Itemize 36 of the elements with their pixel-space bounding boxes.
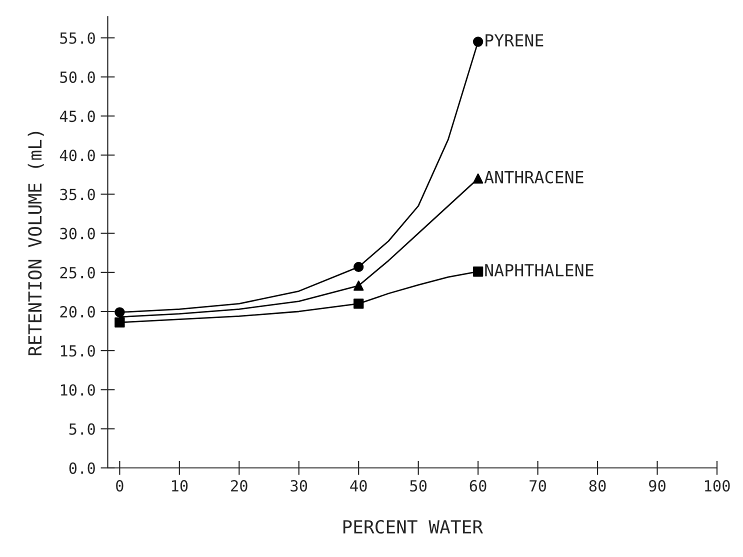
point xyxy=(472,266,484,277)
y-tick-label: 25.0 xyxy=(60,266,95,278)
y-axis-title: RETENTION VOLUME (mL) xyxy=(28,132,44,356)
x-tick-label: 80 xyxy=(589,480,606,492)
series-label: ANTHRACENE xyxy=(484,170,584,184)
y-tick-label: 20.0 xyxy=(60,306,95,318)
y-tick-label: 15.0 xyxy=(60,345,95,357)
series-label: PYRENE xyxy=(486,34,544,46)
x-tick-label: 100 xyxy=(705,480,730,492)
y-tick-label: 50.0 xyxy=(60,71,95,83)
point xyxy=(114,317,125,328)
y-tick-label: 30.0 xyxy=(60,228,95,240)
point xyxy=(472,36,484,47)
y-tick-label: 40.0 xyxy=(60,150,95,162)
x-axis-title: PERCENT WATER xyxy=(343,520,484,534)
y-tick-label: 45.0 xyxy=(60,110,95,122)
y-tick-label: 55.0 xyxy=(60,32,95,44)
y-tick-label: 35.0 xyxy=(60,188,95,200)
x-tick-label: 20 xyxy=(231,480,248,492)
x-tick-label: 70 xyxy=(530,480,546,492)
point xyxy=(472,173,484,184)
point xyxy=(354,298,364,309)
y-tick-label: 0.0 xyxy=(69,462,95,474)
point xyxy=(354,280,364,291)
x-tick-label: 50 xyxy=(410,480,427,492)
x-tick-label: 40 xyxy=(350,480,367,492)
x-tick-label: 30 xyxy=(290,480,308,492)
point xyxy=(114,307,125,318)
x-tick-label: 10 xyxy=(172,480,188,492)
x-tick-label: 90 xyxy=(649,480,666,492)
x-tick-label: 0 xyxy=(116,480,124,492)
y-tick-label: 10.0 xyxy=(60,384,95,396)
y-tick-label: 5.0 xyxy=(69,423,95,435)
series-label: NAPHTHALENE xyxy=(485,264,594,276)
x-tick-label: 60 xyxy=(470,480,486,492)
point xyxy=(354,262,364,272)
